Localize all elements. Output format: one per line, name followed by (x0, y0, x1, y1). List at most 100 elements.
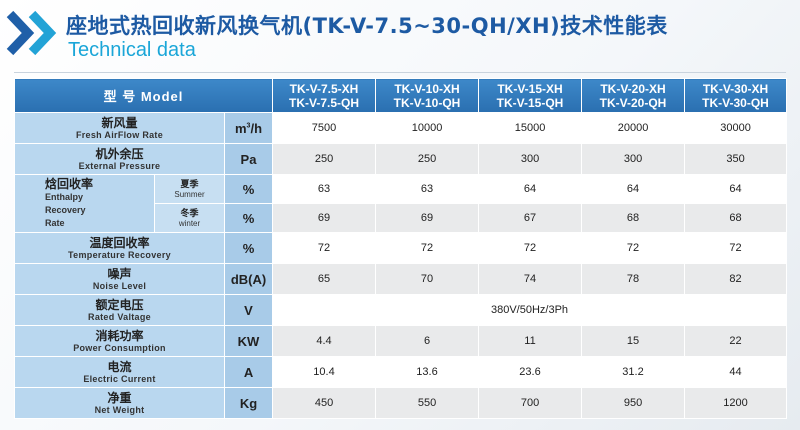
model-name-xh: TK-V-20-XH (600, 81, 666, 96)
table-row-enthalpy-summer: 焓回收率 Enthalpy Recovery Rate 夏季 Summer % 6… (14, 174, 788, 233)
value-cell: 65 (272, 263, 377, 295)
value-cell-merged: 380V/50Hz/3Ph (272, 294, 788, 326)
season-label: 冬季 winter (154, 203, 225, 233)
model-column-5: TK-V-30-XH TK-V-30-QH (684, 78, 788, 113)
param-label: 额定电压 Rated Valtage (14, 294, 225, 326)
header-divider (14, 72, 786, 73)
table-row-pressure: 机外余压 External Pressure Pa 250 250 300 300… (14, 143, 788, 175)
value-cell: 1200 (684, 387, 788, 419)
param-label: 消耗功率 Power Consumption (14, 325, 225, 357)
table-row-power: 消耗功率 Power Consumption KW 4.4 6 11 15 22 (14, 325, 788, 357)
unit-text-tail: /h (250, 120, 263, 136)
param-label-enthalpy: 焓回收率 Enthalpy Recovery Rate (14, 174, 155, 233)
value-cell: 15 (581, 325, 686, 357)
unit-cell: A (223, 356, 274, 388)
table-row-current: 电流 Electric Current A 10.4 13.6 23.6 31.2… (14, 356, 788, 388)
value-cell: 70 (375, 263, 480, 295)
param-en: External Pressure (78, 160, 161, 171)
param-cn: 消耗功率 (95, 328, 144, 343)
param-cn: 新风量 (101, 115, 138, 130)
param-en: Electric Current (83, 373, 156, 384)
unit-cell: m3/h (223, 112, 274, 144)
value-cell: 69 (272, 203, 377, 233)
param-cn: 额定电压 (95, 297, 144, 312)
param-cn: 机外余压 (95, 146, 144, 161)
double-chevron-right-icon (6, 10, 57, 56)
param-label: 温度回收率 Temperature Recovery (14, 232, 225, 264)
page-subtitle: Technical data (68, 39, 196, 61)
value-cell: 250 (375, 143, 480, 175)
table-row-noise: 噪声 Noise Level dB(A) 65 70 74 78 82 (14, 263, 788, 295)
value-cell: 6 (375, 325, 480, 357)
param-cn: 净重 (107, 390, 132, 405)
value-cell: 44 (684, 356, 788, 388)
unit-text: m (234, 120, 247, 136)
param-en: Fresh AirFlow Rate (75, 129, 164, 140)
unit-cell: % (223, 174, 274, 204)
unit-cell: % (223, 203, 274, 233)
value-cell: 64 (581, 174, 686, 204)
value-cell: 300 (478, 143, 583, 175)
value-cell: 10.4 (272, 356, 377, 388)
value-cell: 67 (478, 203, 583, 233)
unit-cell: KW (223, 325, 274, 357)
value-cell: 64 (478, 174, 583, 204)
value-cell: 30000 (684, 112, 788, 144)
param-cn: 电流 (107, 359, 132, 374)
technical-data-table: 型 号 Model TK-V-7.5-XH TK-V-7.5-QH TK-V-10… (13, 78, 788, 419)
value-cell: 300 (581, 143, 686, 175)
page-header: 座地式热回收新风换气机(TK-V-7.5~30-QH/XH)技术性能表 Tech… (0, 0, 800, 80)
model-name-xh: TK-V-10-XH (394, 81, 460, 96)
model-name-qh: TK-V-20-QH (599, 95, 667, 110)
season-cn: 冬季 (180, 207, 199, 218)
model-name-qh: TK-V-30-QH (702, 95, 769, 110)
value-cell: 23.6 (478, 356, 583, 388)
param-cn: 焓回收率 (45, 177, 94, 191)
table-row-weight: 净重 Net Weight Kg 450 550 700 950 1200 (14, 387, 788, 419)
table-header-row: 型 号 Model TK-V-7.5-XH TK-V-7.5-QH TK-V-10… (13, 78, 788, 113)
model-name-qh: TK-V-15-QH (496, 95, 564, 110)
table-row-airflow: 新风量 Fresh AirFlow Rate m3/h 7500 10000 15… (14, 112, 788, 144)
model-name-qh: TK-V-10-QH (393, 95, 461, 110)
value-cell: 72 (581, 232, 686, 264)
model-header: 型 号 Model (13, 78, 274, 113)
value-cell: 950 (581, 387, 686, 419)
value-cell: 550 (375, 387, 480, 419)
value-cell: 4.4 (272, 325, 377, 357)
season-en: Summer (174, 189, 205, 199)
value-cell: 72 (272, 232, 377, 264)
value-cell: 64 (684, 174, 788, 204)
page-title: 座地式热回收新风换气机(TK-V-7.5~30-QH/XH)技术性能表 (66, 14, 668, 38)
value-cell: 69 (375, 203, 480, 233)
param-label: 电流 Electric Current (14, 356, 225, 388)
value-cell: 31.2 (581, 356, 686, 388)
param-en: Recovery (45, 205, 86, 215)
param-en: Net Weight (94, 404, 145, 415)
value-cell: 72 (478, 232, 583, 264)
season-en: winter (178, 218, 201, 228)
value-cell: 20000 (581, 112, 686, 144)
unit-cell: V (223, 294, 274, 326)
value-cell: 68 (581, 203, 686, 233)
value-cell: 350 (684, 143, 788, 175)
value-cell: 700 (478, 387, 583, 419)
value-cell: 250 (272, 143, 377, 175)
table-row-temperature-recovery: 温度回收率 Temperature Recovery % 72 72 72 72 … (14, 232, 788, 264)
param-label: 机外余压 External Pressure (14, 143, 225, 175)
param-en: Noise Level (92, 280, 147, 291)
table-row-voltage: 额定电压 Rated Valtage V 380V/50Hz/3Ph (14, 294, 788, 326)
value-cell: 82 (684, 263, 788, 295)
param-en: Enthalpy (45, 192, 84, 202)
param-en: Temperature Recovery (68, 249, 171, 260)
model-name-qh: TK-V-7.5-QH (289, 95, 360, 110)
model-name-xh: TK-V-15-XH (497, 81, 563, 96)
param-cn: 温度回收率 (89, 235, 150, 250)
value-cell: 11 (478, 325, 583, 357)
season-cn: 夏季 (180, 178, 199, 189)
unit-cell: % (223, 232, 274, 264)
param-en: Rated Valtage (88, 311, 151, 322)
unit-superscript: 3 (246, 122, 251, 130)
model-column-4: TK-V-20-XH TK-V-20-QH (581, 78, 686, 113)
model-column-2: TK-V-10-XH TK-V-10-QH (375, 78, 480, 113)
param-label: 净重 Net Weight (14, 387, 225, 419)
